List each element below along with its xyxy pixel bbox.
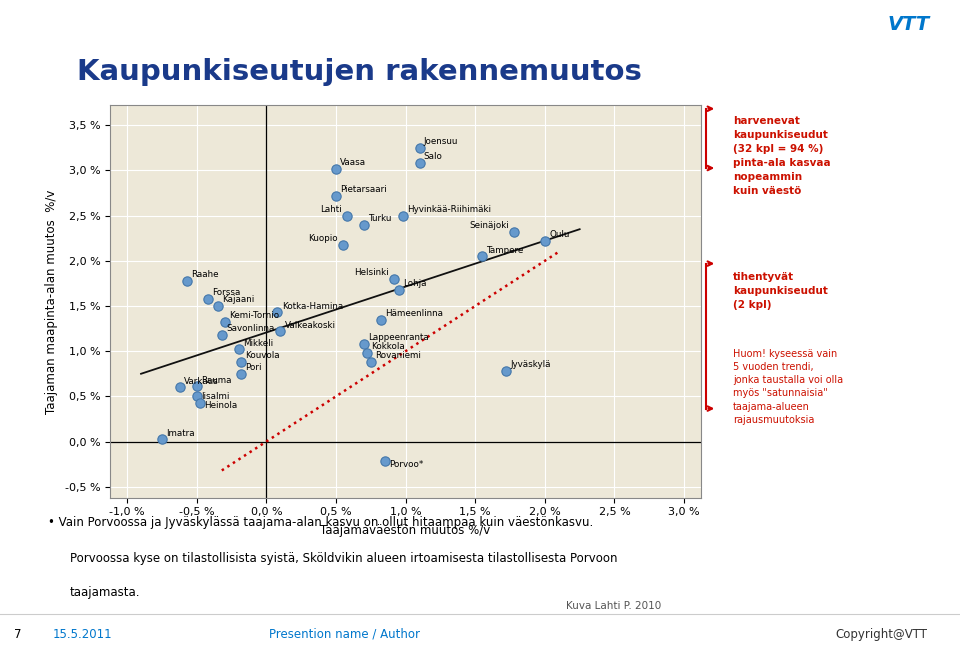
Text: Turku: Turku: [368, 214, 392, 223]
Point: [363, 357, 378, 367]
Point: [474, 251, 490, 262]
Point: [391, 285, 406, 295]
Text: Hämeenlinna: Hämeenlinna: [385, 309, 443, 318]
Text: Imatra: Imatra: [166, 429, 195, 438]
Point: [498, 366, 514, 376]
Point: [230, 344, 246, 355]
Point: [192, 397, 207, 408]
Text: Tampere: Tampere: [487, 246, 523, 254]
Point: [372, 314, 388, 325]
Point: [173, 382, 188, 393]
Text: Kajaani: Kajaani: [222, 295, 254, 304]
Text: • Vain Porvoossa ja Jyväskylässä taajama-alan kasvu on ollut hitaampaa kuin väes: • Vain Porvoossa ja Jyväskylässä taajama…: [48, 516, 593, 529]
Text: Pietarsaari: Pietarsaari: [340, 185, 387, 194]
Text: Lappeenranta: Lappeenranta: [368, 333, 429, 342]
Point: [214, 330, 229, 340]
Text: Kemi-Tornio: Kemi-Tornio: [228, 312, 279, 320]
Text: Lohja: Lohja: [403, 279, 426, 288]
Point: [412, 158, 427, 169]
Text: Forssa: Forssa: [212, 288, 240, 297]
Point: [359, 348, 374, 358]
Text: Oulu: Oulu: [549, 230, 569, 239]
Point: [328, 163, 344, 174]
Point: [180, 275, 195, 286]
Text: Kuopio: Kuopio: [308, 234, 337, 243]
Text: Lahti: Lahti: [320, 205, 342, 214]
Point: [233, 368, 249, 379]
Point: [328, 190, 344, 201]
Point: [189, 391, 204, 401]
Point: [273, 326, 288, 337]
Text: Savonlinna: Savonlinna: [226, 324, 275, 333]
Text: Joensuu: Joensuu: [423, 137, 458, 146]
Text: Rauma: Rauma: [201, 376, 231, 385]
Point: [233, 357, 249, 367]
Text: Seinäjoki: Seinäjoki: [468, 221, 509, 230]
Text: Huom! kyseessä vain
5 vuoden trendi,
jonka taustalla voi olla
myös "satunnaisia": Huom! kyseessä vain 5 vuoden trendi, jon…: [733, 349, 844, 425]
Text: Jyväskylä: Jyväskylä: [510, 360, 550, 369]
Text: Raahe: Raahe: [191, 270, 219, 279]
Point: [217, 317, 232, 328]
Point: [538, 236, 553, 246]
Point: [356, 219, 372, 230]
Text: Kuva Lahti P. 2010: Kuva Lahti P. 2010: [566, 601, 661, 611]
Text: Kaupunkiseutujen rakennemuutos: Kaupunkiseutujen rakennemuutos: [77, 59, 641, 86]
Point: [201, 293, 216, 304]
Text: Salo: Salo: [423, 152, 443, 161]
Text: Heinola: Heinola: [204, 401, 237, 410]
Text: Kokkola: Kokkola: [371, 342, 404, 351]
Text: 7: 7: [14, 628, 22, 641]
Point: [412, 142, 427, 153]
Text: Porvoossa kyse on tilastollisista syistä, Sköldvikin alueen irtoamisesta tilasto: Porvoossa kyse on tilastollisista syistä…: [70, 552, 617, 565]
Text: 7: 7: [874, 18, 883, 32]
Point: [396, 210, 411, 221]
Y-axis label: Taajaman maapinta-alan muutos  %/v: Taajaman maapinta-alan muutos %/v: [45, 189, 59, 414]
Text: Iisalmi: Iisalmi: [201, 392, 229, 401]
Text: Kotka-Hamina: Kotka-Hamina: [281, 302, 343, 310]
X-axis label: Taajamaväestön muutos %/v: Taajamaväestön muutos %/v: [321, 524, 491, 537]
Text: Rovaniemi: Rovaniemi: [375, 351, 420, 360]
Point: [340, 210, 355, 221]
Text: taajamasta.: taajamasta.: [70, 587, 140, 599]
Point: [270, 307, 285, 318]
Point: [155, 434, 170, 444]
Text: Helsinki: Helsinki: [354, 268, 389, 277]
Text: VTT TECHNICAL RESEARCH CENTRE OF FINLAND: VTT TECHNICAL RESEARCH CENTRE OF FINLAND: [14, 20, 297, 30]
Point: [377, 456, 393, 467]
Point: [335, 239, 350, 250]
Text: VTT: VTT: [888, 15, 930, 34]
Text: tihentyvät
kaupunkiseudut
(2 kpl): tihentyvät kaupunkiseudut (2 kpl): [733, 272, 828, 310]
Point: [356, 339, 372, 349]
Text: Varkaus: Varkaus: [184, 378, 219, 386]
Text: Copyright@VTT: Copyright@VTT: [835, 628, 927, 641]
Text: Pori: Pori: [246, 363, 262, 372]
Text: 15.5.2011: 15.5.2011: [53, 628, 112, 641]
Text: Kouvola: Kouvola: [246, 351, 280, 360]
Text: Presention name / Author: Presention name / Author: [269, 628, 420, 641]
Point: [507, 227, 522, 237]
Text: 15/05/2011: 15/05/2011: [672, 20, 735, 30]
Text: Mikkeli: Mikkeli: [243, 339, 273, 347]
Point: [210, 301, 226, 311]
Text: Valkeakoski: Valkeakoski: [284, 320, 335, 330]
Point: [387, 273, 402, 284]
Text: Hyvinkää-Riihimäki: Hyvinkää-Riihimäki: [407, 205, 491, 214]
Text: Porvoo*: Porvoo*: [389, 459, 423, 469]
Point: [189, 380, 204, 391]
Text: harvenevat
kaupunkiseudut
(32 kpl = 94 %)
pinta-ala kasvaa
nopeammin
kuin väestö: harvenevat kaupunkiseudut (32 kpl = 94 %…: [733, 116, 830, 196]
Text: Vaasa: Vaasa: [340, 158, 367, 167]
